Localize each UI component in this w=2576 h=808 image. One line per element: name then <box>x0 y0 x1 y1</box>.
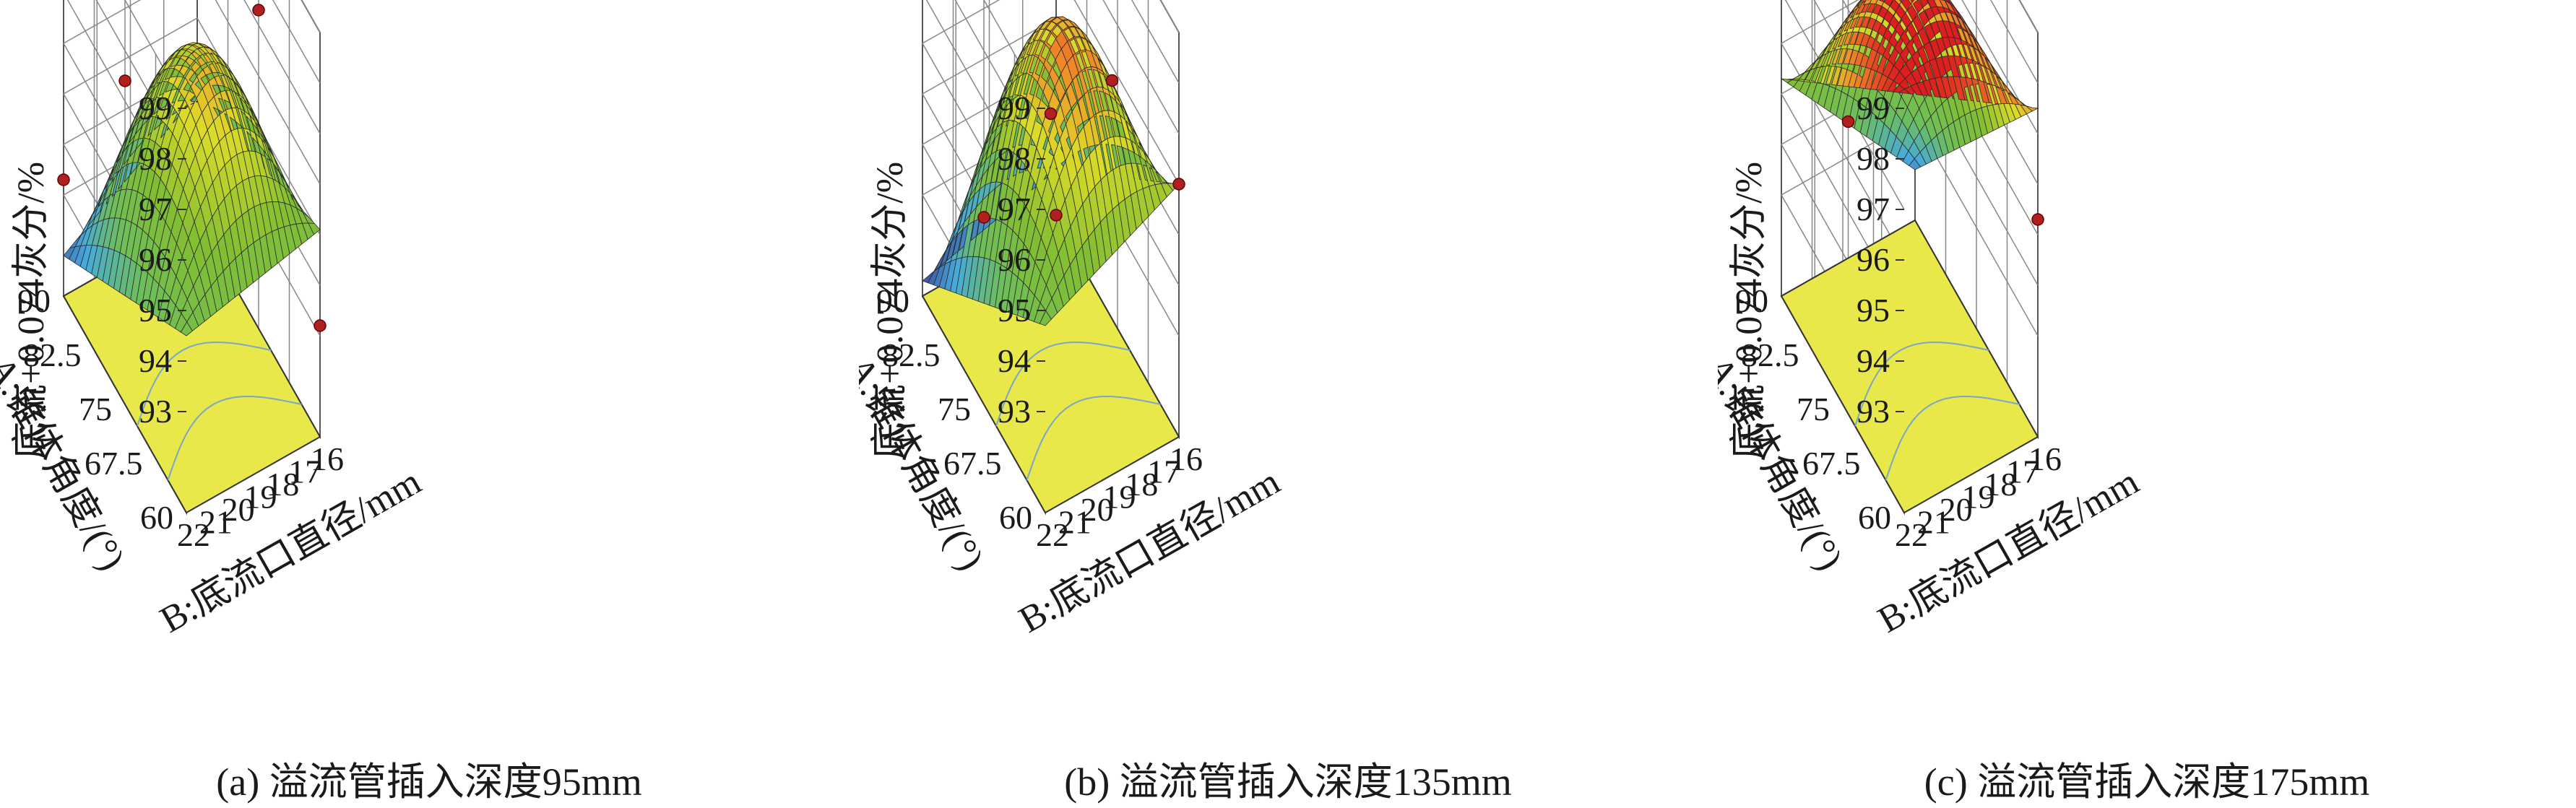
a-tick-label: 90 <box>17 282 51 319</box>
z-tick-label: 97 <box>998 191 1031 227</box>
z-axis-label: 底流+0.074灰分/% <box>870 162 911 459</box>
b-tick-label: 17 <box>1147 453 1180 490</box>
b-tick-label: 21 <box>199 504 233 541</box>
panel-c: 99 98 97 96 95 94 93 底流+0.074灰分/% 90 82.5 75 67.5 60… <box>1718 0 2576 808</box>
floor-contour-line <box>1854 341 1989 427</box>
z-tick-label: 99 <box>998 90 1031 126</box>
surface-facet <box>1883 0 1894 7</box>
surface-facet <box>2026 105 2039 112</box>
a-tick-label: 67.5 <box>1802 445 1861 482</box>
b-tick-label: 19 <box>1962 479 1995 516</box>
design-point <box>1172 178 1185 191</box>
floor-contour-line <box>1885 395 2020 481</box>
surface-plot-c: 99 98 97 96 95 94 93 底流+0.074灰分/%90 82.5 75 67.5 60… <box>1718 0 2145 641</box>
b-tick-label: 16 <box>2028 440 2062 477</box>
floor-contour-line <box>1026 395 1161 481</box>
z-tick-label: 95 <box>1857 292 1890 329</box>
z-tick-label: 96 <box>998 241 1031 278</box>
a-tick-label: 67.5 <box>85 445 143 482</box>
response-surface <box>1781 0 2039 170</box>
z-tick-label: 98 <box>998 140 1031 177</box>
b-tick-label: 17 <box>288 453 321 490</box>
caption-c: (c) 溢流管插入深度175mm <box>1924 760 2370 804</box>
design-point <box>118 74 131 87</box>
b-tick-label: 19 <box>1103 479 1136 516</box>
surface-plot-a: 99 98 97 96 95 94 93 底流+0.074灰分/%90 82.5 75 67.5 60… <box>0 0 428 641</box>
z-tick-label: 95 <box>139 292 172 329</box>
a-tick-label: 90 <box>876 282 909 319</box>
b-tick-label: 16 <box>311 440 344 477</box>
z-tick-label: 96 <box>139 241 172 278</box>
z-tick-label: 98 <box>139 140 172 177</box>
design-point <box>252 4 265 17</box>
floor-contour-line <box>137 341 272 427</box>
floor-contour-plane <box>1780 219 2039 514</box>
panel-b: 99 98 97 96 95 94 93 底流+0.074灰分/% 90 82.5 75 67.5 60… <box>859 0 1717 808</box>
design-point <box>2031 213 2044 226</box>
z-tick-label: 95 <box>998 292 1031 329</box>
response-surface <box>63 42 321 336</box>
floor-contour-line <box>167 395 302 481</box>
b-tick-label: 18 <box>1125 466 1158 503</box>
b-tick-label: 21 <box>1058 504 1092 541</box>
panel-a: 99 98 97 96 95 94 93 底流+0.074灰分/% 90 82.5 75 67.5 60… <box>0 0 858 808</box>
design-point <box>1050 209 1063 222</box>
z-tick-label: 99 <box>1857 90 1890 126</box>
a-tick-label: 82.5 <box>1741 336 1799 373</box>
z-tick-label: 94 <box>1857 342 1890 379</box>
b-tick-label: 20 <box>222 491 255 528</box>
a-tick-label: 75 <box>938 391 971 427</box>
b-tick-label: 16 <box>1170 440 1203 477</box>
b-tick-label: 20 <box>1081 491 1114 528</box>
z-tick-label: 94 <box>139 342 172 379</box>
b-tick-label: 22 <box>177 516 210 553</box>
z-tick-label: 98 <box>1857 140 1890 177</box>
a-tick-label: 75 <box>1797 391 1830 427</box>
z-axis-label: 底流+0.074灰分/% <box>1729 162 1770 459</box>
b-tick-label: 19 <box>244 479 277 516</box>
design-point <box>1044 107 1058 121</box>
a-tick-label: 82.5 <box>23 336 82 373</box>
a-tick-label: 82.5 <box>882 336 941 373</box>
a-tick-label: 60 <box>999 499 1032 536</box>
z-tick-label: 96 <box>1857 241 1890 278</box>
b-tick-label: 18 <box>1984 466 2017 503</box>
design-point <box>1841 115 1855 129</box>
z-tick-label: 93 <box>1857 393 1890 430</box>
z-tick-label: 97 <box>1857 191 1890 227</box>
a-tick-label: 67.5 <box>943 445 1002 482</box>
design-point <box>977 211 990 224</box>
design-point <box>1105 74 1119 87</box>
b-tick-label: 22 <box>1895 516 1928 553</box>
surface-facet <box>1857 0 1862 5</box>
surface-plot-b: 99 98 97 96 95 94 93 底流+0.074灰分/%90 82.5 75 67.5 60… <box>859 0 1287 641</box>
z-tick-label: 99 <box>139 90 172 126</box>
caption-a: (a) 溢流管插入深度95mm <box>216 760 642 804</box>
z-tick-label: 93 <box>139 393 172 430</box>
z-tick-label: 97 <box>139 191 172 227</box>
z-tick-label: 94 <box>998 342 1031 379</box>
a-tick-label: 75 <box>79 391 112 427</box>
design-point <box>314 319 327 332</box>
a-tick-label: 60 <box>140 499 173 536</box>
caption-b: (b) 溢流管插入深度135mm <box>1064 760 1512 804</box>
b-tick-label: 21 <box>1917 504 1950 541</box>
z-axis-label: 底流+0.074灰分/% <box>11 162 52 459</box>
floor-contour-line <box>995 341 1131 427</box>
a-tick-label: 60 <box>1858 499 1891 536</box>
a-tick-label: 90 <box>1735 282 1768 319</box>
z-tick-label: 93 <box>998 393 1031 430</box>
b-tick-label: 20 <box>1940 491 1973 528</box>
b-tick-label: 17 <box>2006 453 2039 490</box>
surface-facet <box>308 222 321 235</box>
b-tick-label: 18 <box>266 466 299 503</box>
design-point <box>57 173 70 186</box>
b-tick-label: 22 <box>1036 516 1069 553</box>
